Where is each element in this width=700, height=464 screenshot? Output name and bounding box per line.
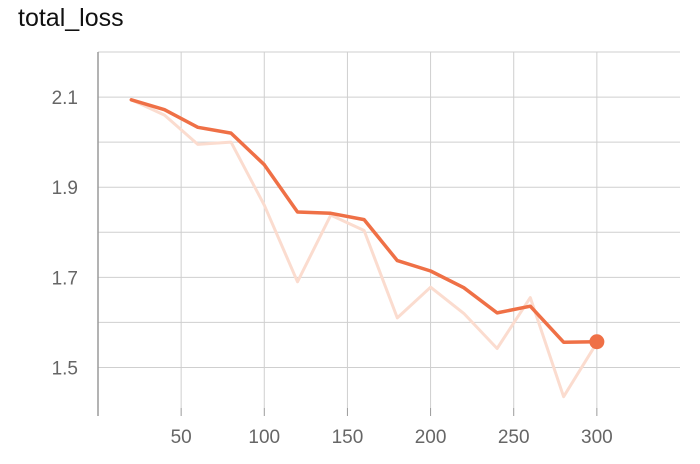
chart-title: total_loss — [18, 4, 124, 32]
x-tick-label: 150 — [332, 427, 364, 448]
tick-labels: 50 100 150 200 250 300 1.5 1.7 1.9 2.1 — [52, 88, 613, 448]
x-tick-label: 100 — [248, 427, 280, 448]
smoothed-loss-line — [129, 98, 599, 344]
y-tick-label: 2.1 — [52, 88, 78, 109]
last-point-marker[interactable] — [589, 334, 605, 350]
grid-lines — [98, 51, 680, 408]
x-tick-label: 50 — [171, 427, 192, 448]
series-lines — [129, 98, 605, 399]
y-tick-label: 1.9 — [52, 178, 78, 199]
x-tick-label: 250 — [498, 427, 530, 448]
y-tick-label: 1.7 — [52, 268, 78, 289]
x-tick-label: 200 — [415, 427, 447, 448]
raw-loss-line — [129, 98, 599, 399]
y-tick-label: 1.5 — [52, 358, 78, 379]
axes — [97, 52, 598, 416]
x-tick-label: 300 — [581, 427, 613, 448]
